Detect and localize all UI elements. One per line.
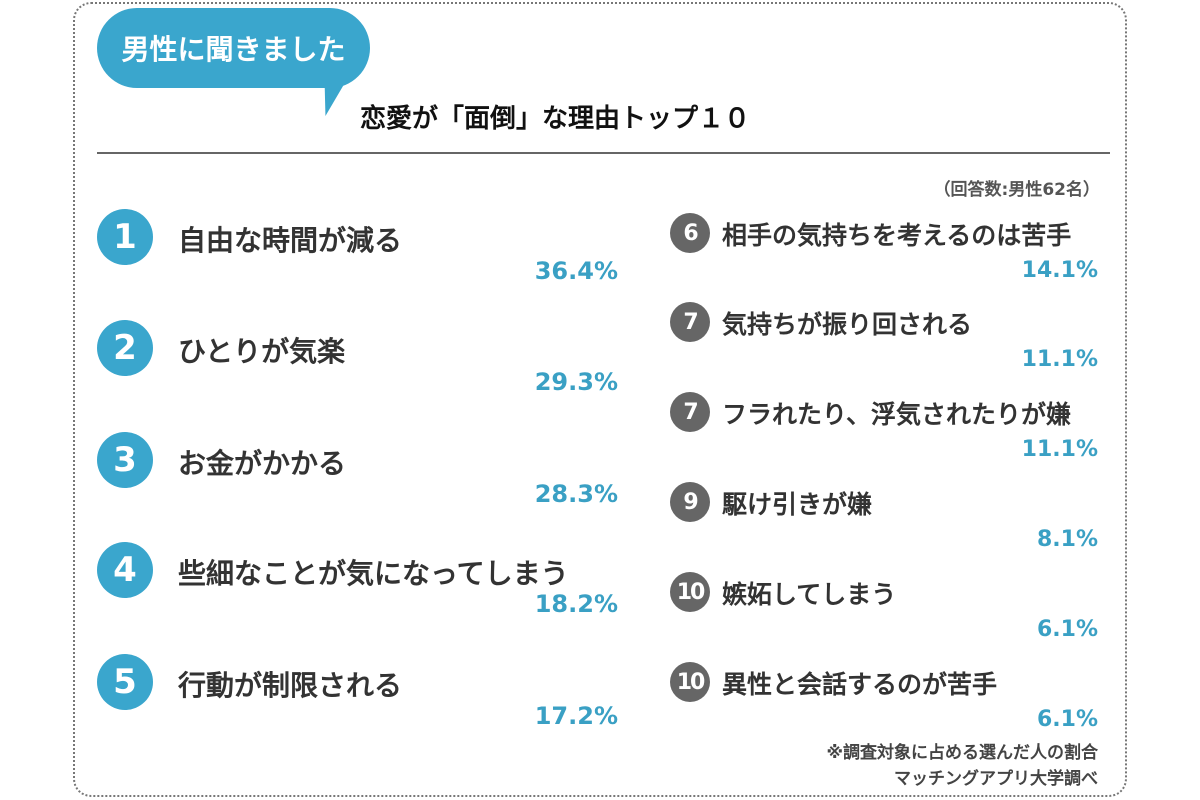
reason-label: 相手の気持ちを考えるのは苦手	[722, 221, 1072, 250]
percentage: 6.1%	[1036, 707, 1098, 732]
infographic-frame	[73, 2, 1127, 797]
percentage: 18.2%	[534, 590, 618, 618]
rank-badge: 9	[670, 482, 710, 522]
rank-badge: 6	[670, 213, 710, 253]
divider	[97, 152, 1110, 154]
rank-badge: 2	[97, 320, 153, 376]
rank-badge: 7	[670, 392, 710, 432]
reason-label: 異性と会話するのが苦手	[722, 670, 998, 699]
rank-badge: 5	[97, 654, 153, 710]
percentage: 28.3%	[534, 480, 618, 508]
source: マッチングアプリ大学調べ	[894, 769, 1098, 789]
reason-label: 駆け引きが嫌	[722, 490, 873, 519]
respondent-count: （回答数:男性62名）	[933, 180, 1100, 200]
percentage: 11.1%	[1021, 347, 1098, 372]
percentage: 6.1%	[1036, 617, 1098, 642]
rank-badge: 3	[97, 432, 153, 488]
reason-label: 行動が制限される	[178, 669, 403, 702]
footnote: ※調査対象に占める選んだ人の割合	[826, 743, 1098, 763]
percentage: 29.3%	[534, 368, 618, 396]
reason-label: 些細なことが気になってしまう	[178, 557, 569, 590]
rank-badge: 4	[97, 542, 153, 598]
rank-badge: 7	[670, 302, 710, 342]
rank-badge: 1	[97, 209, 153, 265]
percentage: 14.1%	[1021, 258, 1098, 283]
rank-badge: 10	[670, 572, 710, 612]
percentage: 8.1%	[1036, 527, 1098, 552]
reason-label: 自由な時間が減る	[178, 224, 403, 257]
reason-label: 気持ちが振り回される	[722, 310, 973, 339]
reason-label: お金がかかる	[178, 447, 347, 480]
percentage: 36.4%	[534, 257, 618, 285]
percentage: 17.2%	[534, 702, 618, 730]
reason-label: 嫉妬してしまう	[722, 580, 897, 609]
page-title: 恋愛が「面倒」な理由トップ１０	[360, 104, 751, 134]
percentage: 11.1%	[1021, 437, 1098, 462]
speech-bubble: 男性に聞きました	[97, 8, 370, 88]
reason-label: ひとりが気楽	[178, 335, 346, 368]
reason-label: フラれたり、浮気されたりが嫌	[722, 400, 1072, 429]
rank-badge: 10	[670, 662, 710, 702]
